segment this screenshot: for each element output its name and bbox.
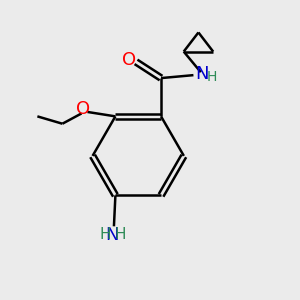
Text: N: N [105, 226, 119, 244]
Text: H: H [99, 227, 111, 242]
Text: O: O [76, 100, 90, 118]
Text: O: O [122, 50, 136, 68]
Text: N: N [195, 65, 208, 83]
Text: H: H [207, 70, 217, 85]
Text: H: H [115, 227, 126, 242]
